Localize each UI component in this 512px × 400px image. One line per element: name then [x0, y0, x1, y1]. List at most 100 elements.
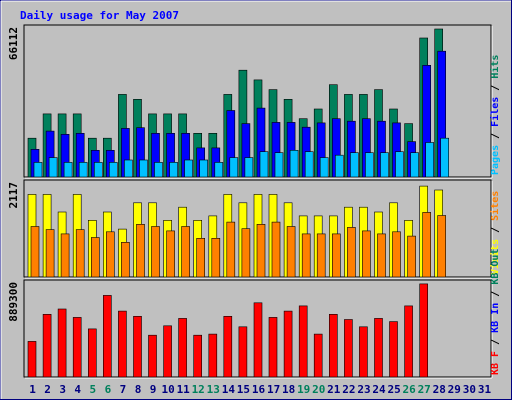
bar-kb-f: [42, 313, 52, 378]
bar-kb-f: [419, 283, 429, 378]
day-label: 1: [29, 383, 36, 396]
day-label: 13: [207, 383, 220, 396]
legend-entry: KB In: [490, 303, 501, 333]
bar-kb-f: [238, 326, 248, 378]
panel-legend: Pages / Files / Hits: [489, 55, 501, 175]
day-label: 6: [105, 383, 112, 396]
bar-pages: [184, 159, 193, 178]
bar-kb-f: [298, 305, 308, 378]
day-label: 2: [44, 383, 51, 396]
day-label: 21: [327, 383, 341, 396]
bar-pages: [274, 152, 284, 178]
day-label: 19: [297, 383, 310, 396]
bar-kb-f: [223, 315, 233, 378]
day-label: 5: [89, 383, 96, 396]
legend-entry: KB Out: [490, 249, 501, 285]
bar-pages: [94, 162, 103, 178]
legend-entry: /: [490, 333, 501, 351]
day-label: 3: [59, 383, 66, 396]
bar-sites: [45, 229, 55, 278]
day-label: 15: [237, 383, 250, 396]
bar-pages: [154, 162, 163, 178]
day-label: 20: [312, 383, 325, 396]
bar-kb-f: [103, 295, 112, 378]
day-label: 14: [222, 383, 236, 396]
day-label: 25: [387, 383, 400, 396]
bar-sites: [151, 226, 160, 278]
bar-kb-f: [374, 318, 383, 378]
panel-legend: KB F / KB In / KB Out: [490, 249, 501, 375]
bar-kb-f: [359, 326, 368, 378]
legend-entry: Hits: [489, 55, 501, 79]
bar-kb-f: [253, 302, 263, 378]
bar-kb-f: [283, 310, 293, 378]
bar-kb-f: [193, 334, 202, 378]
day-label: 30: [463, 383, 476, 396]
bar-kb-f: [268, 317, 278, 378]
bar-sites: [226, 221, 236, 278]
day-label: 4: [74, 383, 81, 396]
day-label: 17: [267, 383, 280, 396]
bar-sites: [106, 231, 115, 278]
bar-pages: [139, 159, 148, 178]
bar-kb-f: [404, 305, 413, 378]
bar-sites: [30, 226, 40, 278]
bar-sites: [91, 237, 100, 278]
bar-pages: [289, 150, 299, 178]
legend-entry: Files: [489, 97, 501, 127]
bar-sites: [166, 230, 175, 278]
bar-sites: [286, 226, 296, 278]
bar-pages: [410, 152, 419, 178]
bar-pages: [380, 152, 389, 178]
bar-sites: [347, 227, 356, 278]
bar-pages: [319, 157, 329, 178]
bar-pages: [63, 162, 73, 178]
bar-sites: [301, 233, 311, 278]
legend-entry: /: [490, 127, 501, 145]
bar-pages: [304, 151, 314, 178]
bar-sites: [75, 229, 85, 278]
bar-sites: [331, 233, 341, 278]
bar-pages: [395, 151, 404, 178]
day-label: 29: [448, 383, 461, 396]
bar-sites: [181, 226, 190, 278]
day-label: 22: [342, 383, 355, 396]
bar-sites: [271, 221, 281, 278]
bar-pages: [334, 154, 344, 178]
bar-pages: [48, 157, 58, 178]
bar-sites: [362, 230, 371, 278]
bar-pages: [78, 162, 88, 178]
bar-pages: [425, 142, 435, 178]
bar-kb-f: [344, 319, 353, 378]
bar-kb-f: [328, 313, 338, 378]
bar-sites: [241, 228, 251, 278]
bar-sites: [377, 233, 386, 278]
bar-kb-f: [163, 325, 172, 378]
panel-max-label: 66112: [7, 27, 20, 60]
legend-entry: KB F: [490, 351, 501, 375]
bar-sites: [437, 215, 447, 278]
day-label: 8: [135, 383, 142, 396]
bar-sites: [196, 238, 205, 278]
bar-pages: [229, 157, 239, 178]
bar-pages: [365, 152, 374, 178]
bar-kb-f: [27, 341, 37, 378]
day-label: 27: [418, 383, 431, 396]
bar-kb-f: [72, 317, 82, 378]
bar-pages: [109, 162, 118, 178]
day-label: 9: [150, 383, 157, 396]
bar-kb-f: [133, 315, 142, 378]
bar-pages: [350, 152, 359, 178]
bar-sites: [60, 233, 70, 278]
bar-kb-f: [118, 310, 127, 378]
bar-sites: [211, 238, 221, 278]
bar-sites: [422, 212, 432, 278]
day-label: 10: [161, 383, 174, 396]
legend-entry: /: [490, 285, 501, 303]
panel-max-label: 889300: [7, 282, 20, 322]
panel-max-label: 2117: [7, 182, 20, 209]
bar-sites: [392, 231, 401, 278]
bar-sites: [121, 242, 130, 278]
bar-kb-f: [389, 321, 398, 378]
